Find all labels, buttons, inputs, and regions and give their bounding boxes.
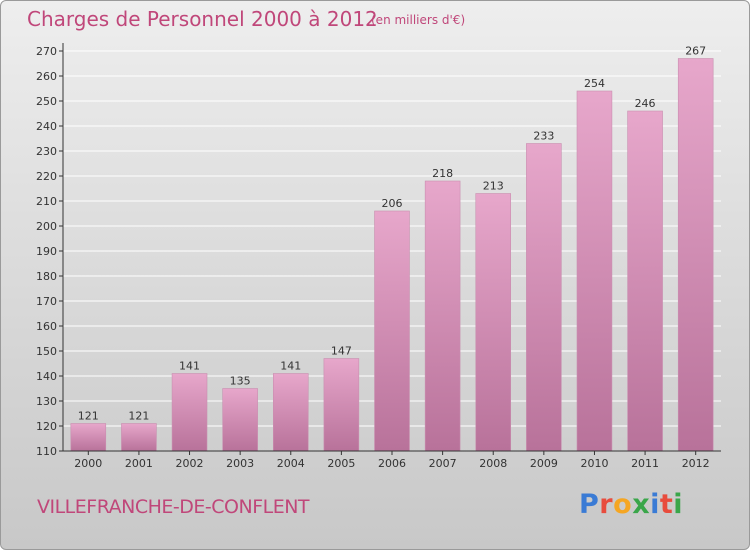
logo-letter: i bbox=[650, 489, 660, 520]
y-tick-label: 210 bbox=[36, 195, 57, 208]
bar-value-label: 121 bbox=[128, 410, 149, 423]
bar-value-label: 246 bbox=[635, 97, 656, 110]
logo-letter: x bbox=[632, 489, 651, 520]
bar bbox=[677, 58, 714, 452]
logo-letter: t bbox=[659, 489, 674, 520]
x-tick-label: 2009 bbox=[530, 457, 558, 470]
proxiti-logo[interactable]: Proxiti bbox=[579, 489, 683, 520]
bar-value-label: 141 bbox=[179, 360, 200, 373]
bar-value-label: 135 bbox=[230, 375, 251, 388]
bar bbox=[374, 210, 410, 452]
y-tick-label: 110 bbox=[36, 445, 57, 458]
bar bbox=[222, 388, 258, 452]
y-tick-label: 270 bbox=[36, 45, 57, 58]
logo-letter: P bbox=[579, 489, 600, 520]
logo-letter: r bbox=[599, 489, 614, 520]
x-tick-label: 2004 bbox=[277, 457, 305, 470]
y-tick-label: 140 bbox=[36, 370, 57, 383]
x-tick-label: 2011 bbox=[631, 457, 659, 470]
y-tick-label: 240 bbox=[36, 120, 57, 133]
bar-value-label: 218 bbox=[432, 167, 453, 180]
x-tick-label: 2005 bbox=[327, 457, 355, 470]
chart-subtitle: (en milliers d'€) bbox=[371, 13, 466, 27]
y-tick-label: 190 bbox=[36, 245, 57, 258]
logo-letter: i bbox=[673, 489, 684, 520]
y-tick-label: 200 bbox=[36, 220, 57, 233]
y-tick-label: 260 bbox=[36, 70, 57, 83]
bar-value-label: 267 bbox=[685, 45, 706, 58]
commune-name: VILLEFRANCHE-DE-CONFLENT bbox=[37, 496, 310, 518]
bar bbox=[475, 193, 511, 452]
y-tick-label: 130 bbox=[36, 395, 57, 408]
bar-value-label: 254 bbox=[584, 77, 605, 90]
bar-value-label: 233 bbox=[533, 130, 554, 143]
y-tick-label: 150 bbox=[36, 345, 57, 358]
bar bbox=[323, 358, 360, 452]
y-tick-label: 170 bbox=[36, 295, 57, 308]
chart-title: Charges de Personnel 2000 à 2012 bbox=[27, 7, 378, 31]
bar bbox=[70, 423, 107, 452]
x-tick-label: 2001 bbox=[125, 457, 153, 470]
bar-value-label: 206 bbox=[382, 197, 403, 210]
y-tick-label: 250 bbox=[36, 95, 57, 108]
bar bbox=[121, 423, 157, 452]
x-tick-label: 2008 bbox=[479, 457, 507, 470]
bar bbox=[627, 110, 663, 452]
bar-value-label: 213 bbox=[483, 180, 504, 193]
x-tick-label: 2002 bbox=[176, 457, 204, 470]
x-tick-label: 2003 bbox=[226, 457, 254, 470]
bar-value-label: 147 bbox=[331, 345, 352, 358]
x-tick-label: 2010 bbox=[580, 457, 608, 470]
x-tick-label: 2012 bbox=[682, 457, 710, 470]
bar bbox=[526, 143, 562, 452]
bar-value-label: 121 bbox=[78, 410, 99, 423]
y-tick-label: 120 bbox=[36, 420, 57, 433]
logo-letter: o bbox=[613, 489, 633, 520]
bar-value-label: 141 bbox=[280, 360, 301, 373]
bar bbox=[576, 90, 613, 452]
bar bbox=[273, 373, 309, 452]
y-tick-label: 180 bbox=[36, 270, 57, 283]
x-tick-label: 2006 bbox=[378, 457, 406, 470]
bar bbox=[424, 180, 461, 452]
x-tick-label: 2000 bbox=[74, 457, 102, 470]
bar bbox=[171, 373, 208, 452]
y-tick-label: 230 bbox=[36, 145, 57, 158]
x-tick-label: 2007 bbox=[429, 457, 457, 470]
y-tick-label: 220 bbox=[36, 170, 57, 183]
y-tick-label: 160 bbox=[36, 320, 57, 333]
